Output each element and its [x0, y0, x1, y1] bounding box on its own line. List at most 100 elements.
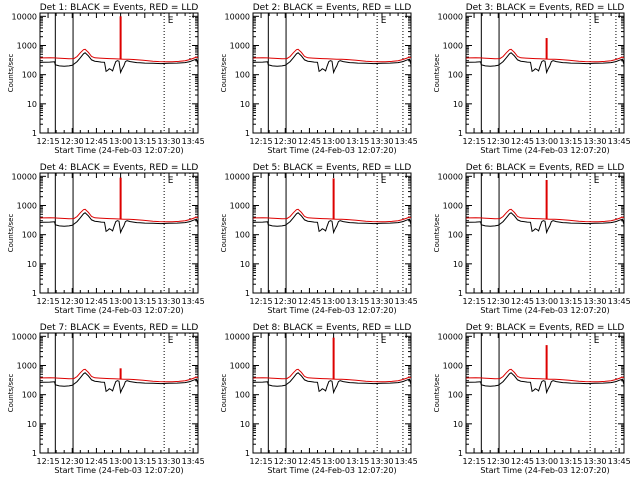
chart-panel-2: Det 2: BLACK = Events, RED = LLD 1 10 100 10…: [220, 3, 418, 155]
y-tick-label: 1000: [443, 361, 463, 370]
x-tick-label: 13:00: [535, 137, 558, 146]
series-line-red: [466, 48, 624, 63]
x-tick-label: 13:45: [395, 457, 418, 466]
y-tick-label: 10: [27, 100, 37, 109]
x-tick-label: 12:30: [487, 457, 510, 466]
chart-panel-1: Det 1: BLACK = Events, RED = LLD 1 10 100 10…: [7, 3, 205, 155]
y-tick-label: 10000: [438, 172, 463, 181]
x-tick-label: 13:15: [133, 297, 156, 306]
y-tick-label: 1: [245, 449, 250, 458]
series-line-black: [253, 52, 411, 75]
marker-label: E: [594, 336, 600, 346]
series-line-black: [253, 372, 411, 395]
x-tick-label: 13:45: [182, 297, 205, 306]
y-tick-label: 1000: [443, 41, 463, 50]
y-tick-label: 100: [22, 231, 37, 240]
series-group: [466, 345, 624, 395]
y-tick-label: 1000: [17, 361, 37, 370]
series-group: [466, 38, 624, 75]
x-tick-label: 13:15: [559, 297, 582, 306]
series-group: [466, 179, 624, 235]
marker-label: E: [168, 176, 174, 186]
plot-frame: [39, 172, 199, 294]
y-tick-label: 1000: [17, 41, 37, 50]
x-axis-label: Start Time (24-Feb-03 12:07:20): [480, 466, 609, 475]
x-tick-label: 13:30: [370, 137, 393, 146]
x-tick-label: 13:00: [109, 457, 132, 466]
x-axis-label: Start Time (24-Feb-03 12:07:20): [480, 306, 609, 315]
y-tick-label: 100: [448, 71, 463, 80]
plot-frame: [465, 172, 625, 294]
y-tick-label: 100: [235, 231, 250, 240]
series-group: [40, 177, 198, 235]
series-line-red: [253, 208, 411, 223]
chart-panel-8: Det 8: BLACK = Events, RED = LLD 1 10 100 10…: [220, 323, 418, 475]
x-tick-label: 12:15: [250, 457, 273, 466]
marker-label: E: [168, 16, 174, 26]
y-tick-label: 100: [22, 391, 37, 400]
x-tick-label: 12:45: [85, 137, 108, 146]
y-tick-label: 10000: [225, 12, 250, 21]
x-tick-label: 13:15: [346, 297, 369, 306]
marker-label: E: [381, 176, 387, 186]
panel-title: Det 5: BLACK = Events, RED = LLD: [253, 163, 412, 173]
series-line-red: [466, 208, 624, 223]
x-tick-label: 13:15: [346, 457, 369, 466]
x-tick-label: 12:15: [37, 137, 60, 146]
x-tick-label: 13:00: [322, 297, 345, 306]
y-axis-label: Counts/sec: [220, 54, 228, 93]
x-axis-label: Start Time (24-Feb-03 12:07:20): [54, 466, 183, 475]
y-tick-label: 10000: [438, 12, 463, 21]
y-tick-label: 10000: [12, 172, 37, 181]
series-line-red: [253, 48, 411, 63]
x-tick-label: 12:15: [463, 137, 486, 146]
y-axis-label: Counts/sec: [7, 374, 15, 413]
x-tick-label: 12:15: [37, 297, 60, 306]
series-line-black: [40, 52, 198, 75]
x-tick-label: 13:45: [182, 137, 205, 146]
x-tick-label: 12:30: [487, 297, 510, 306]
y-tick-label: 10000: [12, 12, 37, 21]
series-line-red: [40, 208, 198, 223]
x-tick-label: 12:45: [298, 297, 321, 306]
y-tick-label: 1: [32, 289, 37, 298]
x-tick-label: 13:45: [608, 137, 631, 146]
chart-panel-6: Det 6: BLACK = Events, RED = LLD 1 10 100 10…: [433, 163, 631, 315]
y-axis-label: Counts/sec: [433, 54, 441, 93]
x-axis-label: Start Time (24-Feb-03 12:07:20): [267, 306, 396, 315]
x-tick-label: 13:45: [395, 137, 418, 146]
x-tick-label: 13:15: [559, 457, 582, 466]
panel-title: Det 2: BLACK = Events, RED = LLD: [253, 3, 412, 13]
x-tick-label: 13:45: [395, 297, 418, 306]
x-tick-label: 13:00: [109, 297, 132, 306]
panel-title: Det 6: BLACK = Events, RED = LLD: [466, 163, 625, 173]
x-tick-label: 13:30: [583, 297, 606, 306]
x-tick-label: 12:45: [511, 297, 534, 306]
x-tick-label: 13:00: [109, 137, 132, 146]
x-tick-label: 12:30: [274, 137, 297, 146]
plot-frame: [465, 332, 625, 454]
x-tick-label: 13:15: [133, 137, 156, 146]
series-line-black: [466, 52, 624, 75]
x-tick-label: 13:00: [535, 457, 558, 466]
x-tick-label: 12:15: [37, 457, 60, 466]
y-tick-label: 10: [453, 260, 463, 269]
x-tick-label: 13:30: [583, 457, 606, 466]
x-tick-label: 13:30: [157, 297, 180, 306]
x-tick-label: 13:30: [157, 137, 180, 146]
x-axis-label: Start Time (24-Feb-03 12:07:20): [480, 146, 609, 155]
plot-frame: [39, 332, 199, 454]
y-tick-label: 100: [235, 391, 250, 400]
plot-frame: [252, 332, 412, 454]
y-tick-label: 100: [235, 71, 250, 80]
y-tick-label: 1000: [17, 201, 37, 210]
y-axis-label: Counts/sec: [433, 214, 441, 253]
series-group: [253, 48, 411, 75]
panel-title: Det 4: BLACK = Events, RED = LLD: [40, 163, 199, 173]
x-axis-label: Start Time (24-Feb-03 12:07:20): [54, 146, 183, 155]
marker-label: E: [381, 336, 387, 346]
chart-panel-9: Det 9: BLACK = Events, RED = LLD 1 10 100 10…: [433, 323, 631, 475]
x-axis-label: Start Time (24-Feb-03 12:07:20): [267, 466, 396, 475]
y-tick-label: 1: [32, 129, 37, 138]
